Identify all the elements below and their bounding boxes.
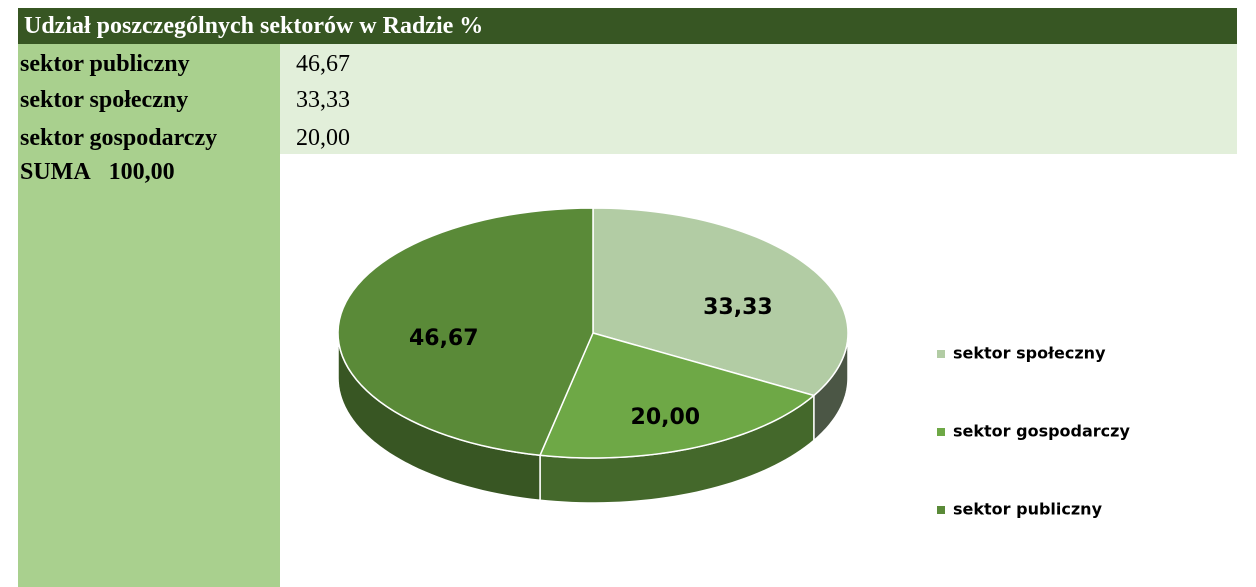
title: Udział poszczególnych sektorów w Radzie … xyxy=(18,8,1237,44)
sum-label: SUMA xyxy=(20,159,91,185)
data-label: 33,33 xyxy=(703,295,773,320)
row-label: sektor społeczny xyxy=(18,80,280,116)
legend-swatch xyxy=(937,350,945,358)
row-label: sektor gospodarczy xyxy=(18,116,280,154)
row-value: 33,33 xyxy=(280,80,1237,116)
data-label: 46,67 xyxy=(409,326,479,351)
sum-value: 100,00 xyxy=(108,159,175,185)
legend-swatch xyxy=(937,506,945,514)
data-label: 20,00 xyxy=(631,405,701,430)
sum-cell: SUMA 100,00 xyxy=(18,154,280,587)
legend-swatch xyxy=(937,428,945,436)
pie-slice xyxy=(592,207,849,397)
legend-label: sektor społeczny xyxy=(953,344,1106,363)
row-value: 46,67 xyxy=(280,44,1237,80)
pie-slice xyxy=(538,332,816,459)
row-label: sektor publiczny xyxy=(18,44,280,80)
legend-label: sektor gospodarczy xyxy=(953,422,1130,441)
row-value: 20,00 xyxy=(280,116,1237,154)
pie-slice xyxy=(337,207,594,457)
legend-label: sektor publiczny xyxy=(953,500,1103,519)
